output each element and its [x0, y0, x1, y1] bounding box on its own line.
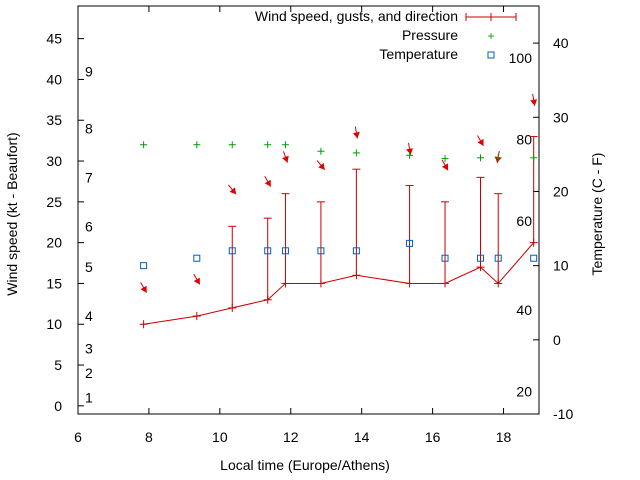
legend-marker-temperature — [487, 51, 495, 59]
temperature-point — [140, 262, 148, 270]
x-tick-label: 8 — [145, 429, 153, 445]
x-tick-label: 10 — [212, 429, 228, 445]
x-tick-label: 18 — [496, 429, 512, 445]
y-tick-label: 20 — [46, 235, 62, 251]
wind-direction-arrowhead — [140, 285, 147, 293]
temperature-point — [228, 247, 236, 255]
y-tick-label: 30 — [46, 153, 62, 169]
wind-direction-arrowhead — [229, 187, 237, 195]
x-tick-label: 6 — [74, 429, 82, 445]
wind-direction-arrowhead — [477, 138, 484, 146]
wind-direction-arrowhead — [264, 179, 271, 187]
y2-tick-label: 20 — [553, 183, 569, 199]
temperature-point — [281, 247, 289, 255]
y2-tick-label: 40 — [553, 35, 569, 51]
y2-tick-label: 30 — [553, 109, 569, 125]
wind-direction-arrowhead — [282, 155, 289, 163]
wind-direction-arrowhead — [530, 99, 538, 106]
y-tick-label: 10 — [46, 316, 62, 332]
temperature-point — [193, 254, 201, 262]
y2-axis-label: Temperature (C - F) — [589, 153, 605, 276]
beaufort-label: 4 — [85, 308, 93, 324]
beaufort-label: 3 — [85, 341, 93, 357]
temperature-point — [317, 247, 325, 255]
legend-marker-pressure: + — [487, 29, 494, 43]
series-layer — [139, 93, 538, 329]
legend-label-wind: Wind speed, gusts, and direction — [255, 8, 458, 24]
x-tick-label: 14 — [354, 429, 370, 445]
beaufort-label: 2 — [85, 365, 93, 381]
wind-direction-arrowhead — [441, 163, 449, 171]
x-axis-label: Local time (Europe/Athens) — [220, 457, 390, 473]
beaufort-label: 9 — [85, 63, 93, 79]
temperature-point — [406, 239, 414, 247]
beaufort-label: 8 — [85, 120, 93, 136]
y2-tick-label: -10 — [553, 406, 573, 422]
temperature-point — [264, 247, 272, 255]
temperature-point — [441, 254, 449, 262]
fahrenheit-label: 20 — [516, 384, 532, 400]
fahrenheit-label: 40 — [516, 302, 532, 318]
y-tick-label: 15 — [46, 275, 62, 291]
temperature-point — [530, 254, 538, 262]
wind-speed-line — [143, 242, 535, 325]
legend-label-pressure: Pressure — [402, 27, 458, 43]
y-axis-label: Wind speed (kt - Beaufort) — [4, 132, 20, 295]
wind-direction-arrowhead — [318, 162, 325, 170]
y-tick-label: 40 — [46, 71, 62, 87]
temperature-point — [352, 247, 360, 255]
legend: Wind speed, gusts, and direction Pressur… — [255, 8, 517, 62]
fahrenheit-label: 100 — [509, 50, 533, 66]
plot-frame — [77, 5, 540, 415]
fahrenheit-label: 60 — [516, 213, 532, 229]
wind-direction-arrowhead — [193, 277, 200, 285]
y-tick-label: 5 — [54, 357, 62, 373]
beaufort-label: 7 — [85, 169, 93, 185]
wind-direction-arrowhead — [406, 148, 414, 155]
x-tick-label: 12 — [283, 429, 299, 445]
y-tick-label: 25 — [46, 194, 62, 210]
plot-area: 6 8 10 12 14 16 18051015202530354045-100102030… — [46, 5, 573, 445]
fahrenheit-label: 80 — [516, 132, 532, 148]
wind-direction-arrowhead — [352, 131, 360, 139]
x-tick-label: 16 — [425, 429, 441, 445]
legend-label-temperature: Temperature — [379, 46, 458, 62]
beaufort-label: 5 — [85, 259, 93, 275]
y2-tick-label: 0 — [553, 332, 561, 348]
y-tick-label: 35 — [46, 112, 62, 128]
beaufort-label: 6 — [85, 218, 93, 234]
y2-tick-label: 10 — [553, 258, 569, 274]
temperature-point — [476, 254, 484, 262]
beaufort-label: 1 — [85, 390, 93, 406]
y-tick-label: 45 — [46, 31, 62, 47]
y-tick-label: 0 — [54, 398, 62, 414]
temperature-point — [494, 254, 502, 262]
